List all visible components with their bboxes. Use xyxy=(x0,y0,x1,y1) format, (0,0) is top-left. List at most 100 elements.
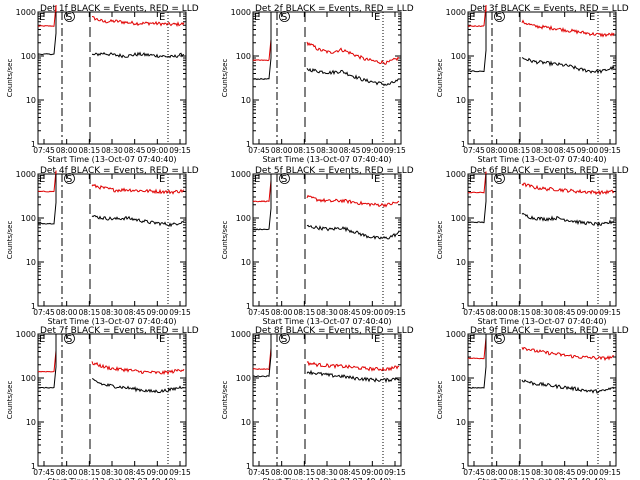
x-tick-label: 08:45 xyxy=(554,468,576,477)
start-marker-circle xyxy=(279,11,290,22)
events-series-post xyxy=(306,67,400,87)
y-axis-label: Counts/sec xyxy=(221,381,229,420)
x-tick-label: 08:45 xyxy=(339,146,361,155)
y-tick-label: 100 xyxy=(236,52,251,61)
end-marker-label: E xyxy=(374,174,380,185)
x-tick-label: 09:00 xyxy=(147,468,169,477)
lld-series-post xyxy=(91,183,185,195)
x-tick-label: 08:45 xyxy=(339,468,361,477)
events-series-pre xyxy=(468,334,487,389)
y-tick-label: 10 xyxy=(456,418,466,427)
x-axis-label: Start Time (13-Oct-07 07:40:40) xyxy=(47,317,176,326)
x-tick-label: 08:30 xyxy=(531,146,553,155)
x-tick-label: 07:45 xyxy=(33,468,55,477)
x-tick-label: 07:45 xyxy=(463,146,485,155)
events-series-pre xyxy=(37,174,57,225)
panel-title: Det 8f BLACK = Events, RED = LLD xyxy=(255,326,414,336)
x-tick-label: 07:45 xyxy=(33,308,55,317)
x-tick-label: 09:15 xyxy=(169,468,191,477)
plot-frame xyxy=(37,11,187,145)
y-tick-label: 1000 xyxy=(16,170,36,179)
y-axis-label: Counts/sec xyxy=(221,59,229,98)
y-tick-label: 1000 xyxy=(446,8,466,17)
y-tick-label: 10 xyxy=(26,96,36,105)
plot-frame xyxy=(467,173,617,307)
x-tick-label: 09:00 xyxy=(577,308,599,317)
x-tick-label: 08:15 xyxy=(294,146,316,155)
end-marker-label-left: E xyxy=(469,174,475,185)
start-marker-label: S xyxy=(66,174,72,185)
plot-frame xyxy=(467,333,617,467)
events-series-pre xyxy=(252,174,272,231)
y-axis-label: Counts/sec xyxy=(436,381,444,420)
panel-det-5: Det 5f BLACK = Events, RED = LLD 1000 100 1… xyxy=(221,166,414,326)
x-tick-label: 08:30 xyxy=(316,468,338,477)
x-tick-label: 08:30 xyxy=(101,468,123,477)
lld-series-pre xyxy=(252,174,272,203)
start-marker-circle xyxy=(494,173,505,184)
y-axis-label: Counts/sec xyxy=(436,221,444,260)
start-marker-label: S xyxy=(281,174,287,185)
x-tick-label: 09:15 xyxy=(169,146,191,155)
events-series-pre xyxy=(467,174,487,224)
events-series-post xyxy=(306,224,400,240)
end-marker-label-left: E xyxy=(469,12,475,23)
x-tick-label: 07:45 xyxy=(463,468,485,477)
x-tick-label: 08:30 xyxy=(316,308,338,317)
y-tick-label: 10 xyxy=(241,96,251,105)
x-tick-label: 08:45 xyxy=(124,468,146,477)
end-marker-label: E xyxy=(589,12,595,23)
y-tick-label: 100 xyxy=(21,52,36,61)
plot-frame xyxy=(37,333,187,467)
lld-series-post xyxy=(521,346,615,362)
panel-det-4: Det 4f BLACK = Events, RED = LLD 1000 100 1… xyxy=(6,166,199,326)
panel-title: Det 4f BLACK = Events, RED = LLD xyxy=(40,166,199,176)
end-marker-label-left: E xyxy=(469,334,475,345)
events-series-pre xyxy=(38,334,57,389)
events-series-post xyxy=(521,379,615,394)
end-marker-label: E xyxy=(159,334,165,345)
start-marker-circle xyxy=(494,333,505,344)
x-axis-label: Start Time (13-Oct-07 07:40:40) xyxy=(47,155,176,164)
lld-series-pre xyxy=(467,4,487,28)
x-tick-label: 09:15 xyxy=(384,308,406,317)
lld-series-pre xyxy=(252,334,272,371)
x-tick-label: 08:15 xyxy=(509,468,531,477)
y-tick-label: 10 xyxy=(241,418,251,427)
events-series-post xyxy=(306,369,400,384)
events-series-post xyxy=(91,378,185,394)
x-tick-label: 09:00 xyxy=(362,308,384,317)
x-tick-label: 09:15 xyxy=(599,308,621,317)
x-tick-label: 09:15 xyxy=(599,146,621,155)
lld-series-pre xyxy=(37,4,57,27)
x-tick-label: 07:45 xyxy=(248,308,270,317)
y-tick-label: 1 xyxy=(246,302,251,311)
x-tick-label: 08:45 xyxy=(124,308,146,317)
x-tick-label: 08:15 xyxy=(509,308,531,317)
y-tick-label: 100 xyxy=(451,52,466,61)
lld-series-post xyxy=(306,194,400,208)
y-axis-label: Counts/sec xyxy=(6,381,14,420)
y-tick-label: 10 xyxy=(26,418,36,427)
end-marker-label-left: E xyxy=(39,334,45,345)
events-series-pre xyxy=(467,12,487,73)
events-series-post xyxy=(521,57,615,75)
y-tick-label: 1 xyxy=(31,140,36,149)
y-tick-label: 1000 xyxy=(231,330,251,339)
start-marker-circle xyxy=(494,11,505,22)
panel-det-8: Det 8f BLACK = Events, RED = LLD 1000 100 1… xyxy=(221,326,414,480)
x-tick-label: 08:15 xyxy=(294,308,316,317)
x-tick-label: 08:45 xyxy=(554,146,576,155)
x-tick-label: 09:15 xyxy=(169,308,191,317)
y-tick-label: 1 xyxy=(31,462,36,471)
x-tick-label: 09:00 xyxy=(147,146,169,155)
x-tick-label: 08:45 xyxy=(124,146,146,155)
panel-det-6: Det 6f BLACK = Events, RED = LLD 1000 100 1… xyxy=(436,166,629,326)
x-tick-label: 07:45 xyxy=(248,468,270,477)
x-tick-label: 08:30 xyxy=(531,308,553,317)
x-axis-label: Start Time (13-Oct-07 07:40:40) xyxy=(477,477,606,480)
panel-title: Det 9f BLACK = Events, RED = LLD xyxy=(470,326,629,336)
x-tick-label: 07:45 xyxy=(33,146,55,155)
panel-det-2: Det 2f BLACK = Events, RED = LLD 1000 100 1… xyxy=(221,4,414,164)
y-tick-label: 1 xyxy=(461,462,466,471)
